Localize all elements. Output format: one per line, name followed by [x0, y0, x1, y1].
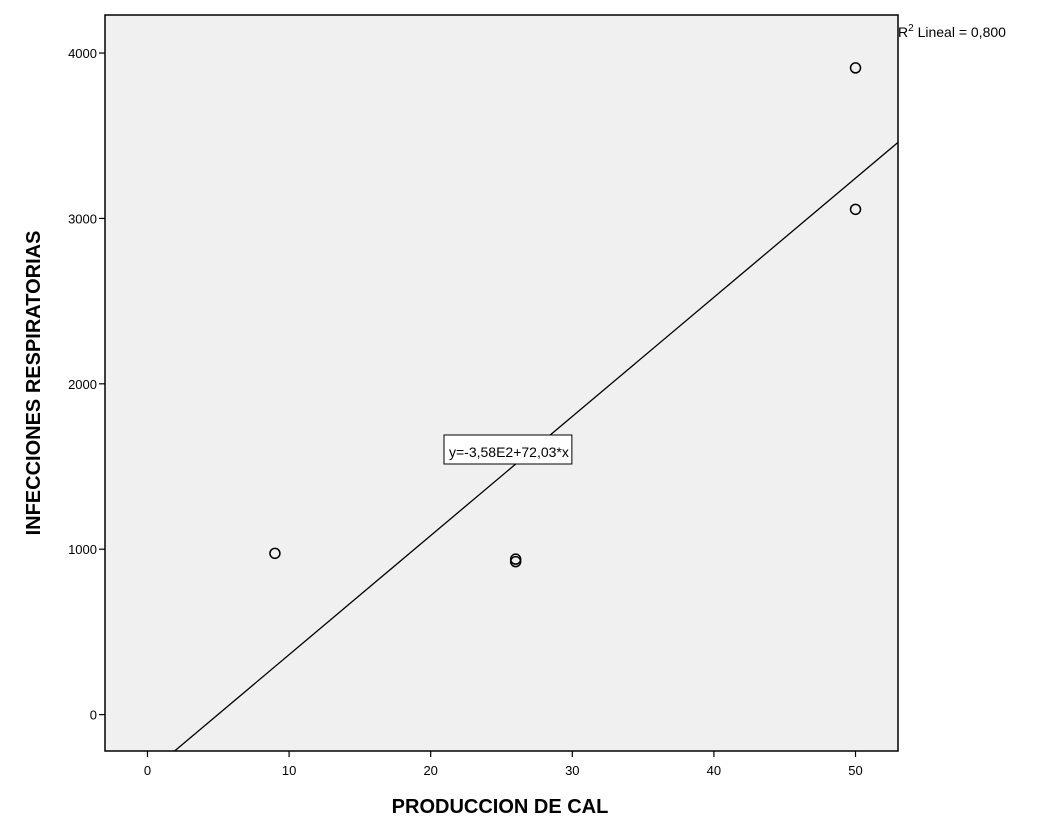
data-point: [509, 555, 522, 568]
x-tick-label: 0: [144, 763, 151, 778]
x-tick-label: 50: [848, 763, 862, 778]
data-point: [849, 62, 862, 74]
data-point: [269, 547, 281, 560]
equation-annotation: y=-3,58E2+72,03*x: [443, 434, 573, 465]
r-squared-prefix: R: [898, 24, 908, 40]
plot-frame: [104, 14, 899, 752]
y-tick-label: 1000: [68, 542, 97, 557]
y-tick-label: 3000: [68, 211, 97, 226]
r-squared-superscript: 2: [908, 23, 914, 34]
x-tick-label: 10: [282, 763, 296, 778]
y-axis-title: INFECCIONES RESPIRATORIAS: [23, 231, 45, 536]
data-point: [849, 203, 862, 216]
x-axis-title: PRODUCCION DE CAL: [392, 796, 609, 818]
y-tick-label: 0: [90, 708, 97, 723]
y-tick-label: 4000: [68, 46, 97, 61]
plot-area: [105, 15, 898, 751]
x-axis: 0 10 20 30 40 50: [144, 751, 863, 778]
y-tick-label: 2000: [68, 377, 97, 392]
y-axis: 0 1000 2000 3000 4000: [68, 46, 105, 723]
r-squared-value: Lineal = 0,800: [914, 24, 1006, 40]
x-tick-label: 20: [423, 763, 437, 778]
data-points: [269, 62, 862, 568]
x-tick-label: 40: [707, 763, 721, 778]
equation-box: [443, 434, 573, 465]
equation-label: y=-3,58E2+72,03*x: [449, 444, 569, 460]
x-tick-label: 30: [565, 763, 579, 778]
r-squared-label: R2 Lineal = 0,800: [898, 23, 1006, 40]
